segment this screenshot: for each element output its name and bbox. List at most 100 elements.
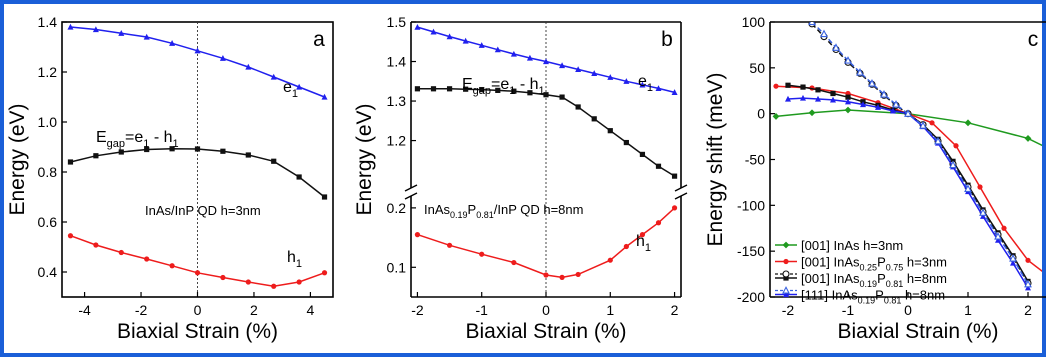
x-tick-label: -2 xyxy=(782,302,795,318)
data-point-e1 xyxy=(296,83,303,90)
subscript-text: 1 xyxy=(143,138,149,150)
data-point-s4d xyxy=(880,90,888,98)
axis-break-mark xyxy=(674,192,688,200)
data-point-e1 xyxy=(671,89,678,95)
data-point-gap xyxy=(527,90,533,96)
data-point-s3 xyxy=(815,87,821,93)
x-tick-label: 0 xyxy=(542,302,550,318)
data-point-s4 xyxy=(815,95,821,102)
data-point-s4d xyxy=(892,100,900,108)
data-point-gap xyxy=(575,104,581,110)
data-point-gap xyxy=(671,173,678,179)
legend-marker xyxy=(782,270,790,278)
data-point-s2 xyxy=(953,143,959,149)
legend-label: [001] InAs0.19P0.81 h=8nm xyxy=(801,271,947,289)
data-point-gap xyxy=(67,159,74,165)
y-tick-label: -200 xyxy=(737,289,765,305)
axis-break-mark xyxy=(404,192,418,200)
series-h1 xyxy=(67,233,328,289)
text-run: =e xyxy=(491,76,509,93)
x-tick-label: -2 xyxy=(411,302,424,318)
data-point-gap xyxy=(463,86,469,92)
text-run: P xyxy=(875,288,884,303)
data-point-gap xyxy=(591,116,597,122)
data-point-e1 xyxy=(118,30,125,36)
data-point-e1 xyxy=(494,46,501,53)
data-point-e1 xyxy=(591,70,598,76)
data-point-h1 xyxy=(271,283,277,289)
data-point-s4 xyxy=(890,107,896,114)
data-point-e1 xyxy=(575,66,582,73)
x-tick-label: 1 xyxy=(964,302,972,318)
data-point-s3 xyxy=(845,94,851,100)
data-point-gap xyxy=(93,153,99,159)
data-point-gap xyxy=(414,86,421,92)
subscript-text: 0.19 xyxy=(860,279,878,289)
data-point-s3 xyxy=(800,84,806,90)
data-point-e1 xyxy=(623,78,630,84)
data-point-s4d xyxy=(1024,279,1032,288)
y-tick-label: 0.8 xyxy=(38,164,58,180)
data-point-s4d xyxy=(949,160,957,169)
x-tick-label: 4 xyxy=(307,302,315,318)
data-point-s1 xyxy=(772,113,780,120)
text-run: [001] InAs xyxy=(801,271,860,286)
data-point-gap xyxy=(559,94,565,100)
subscript-text: 0.75 xyxy=(886,263,904,273)
data-point-gap xyxy=(271,158,277,164)
data-point-s2 xyxy=(1025,257,1031,263)
y-tick-label: 50 xyxy=(749,60,765,76)
data-point-e1 xyxy=(245,63,252,70)
data-point-h1 xyxy=(220,274,226,281)
legend-marker xyxy=(782,286,790,294)
data-point-e1 xyxy=(270,73,277,80)
data-point-e1 xyxy=(607,74,614,80)
data-point-s1 xyxy=(964,119,972,127)
data-point-s4d xyxy=(979,208,987,216)
data-point-s4 xyxy=(845,98,851,105)
legend-marker xyxy=(783,291,789,298)
data-point-e1 xyxy=(143,33,150,40)
y-tick-label: 100 xyxy=(742,14,766,30)
text-run: P xyxy=(877,255,886,270)
data-point-h1 xyxy=(511,259,517,266)
series-line-h1 xyxy=(417,207,676,279)
data-point-e1 xyxy=(194,47,201,54)
y-axis-title: Energy (eV) xyxy=(6,103,29,215)
data-point-h1 xyxy=(623,243,629,250)
data-point-e1 xyxy=(321,93,328,100)
text-run: h=3nm xyxy=(903,255,947,270)
legend-marker xyxy=(782,241,790,249)
subscript-text: 0.81 xyxy=(476,210,494,220)
x-axis-title: Biaxial Strain (%) xyxy=(465,320,626,343)
data-point-gap xyxy=(639,151,646,158)
label-egap: Egap=e1 - h1 xyxy=(462,76,545,97)
label-e1: e1 xyxy=(283,79,298,100)
panel-label: c xyxy=(1028,28,1039,51)
text-run: - h xyxy=(515,76,538,93)
subscript-text: 1 xyxy=(539,85,545,97)
text-run: E xyxy=(96,129,107,146)
text-run: InAs xyxy=(424,202,451,217)
data-point-e1 xyxy=(67,23,74,30)
data-point-e1 xyxy=(414,23,421,30)
data-point-gap xyxy=(446,86,453,92)
data-point-gap xyxy=(495,87,501,93)
data-point-gap xyxy=(623,139,629,146)
data-point-s1 xyxy=(1024,135,1032,142)
subscript-text: 0.19 xyxy=(450,210,468,220)
data-point-gap xyxy=(169,146,175,152)
data-point-s4d xyxy=(844,56,852,64)
data-point-s1 xyxy=(844,106,852,114)
subscript-text: 1 xyxy=(645,242,651,254)
data-point-gap xyxy=(118,149,124,155)
axis-break-mark xyxy=(404,184,418,192)
data-point-s4d xyxy=(994,232,1002,240)
data-point-s4 xyxy=(830,96,836,103)
data-point-h1 xyxy=(245,279,251,285)
text-run: P xyxy=(877,271,886,286)
x-tick-label: -1 xyxy=(842,302,855,318)
data-point-gap xyxy=(296,174,302,180)
data-point-s4d xyxy=(934,136,942,145)
